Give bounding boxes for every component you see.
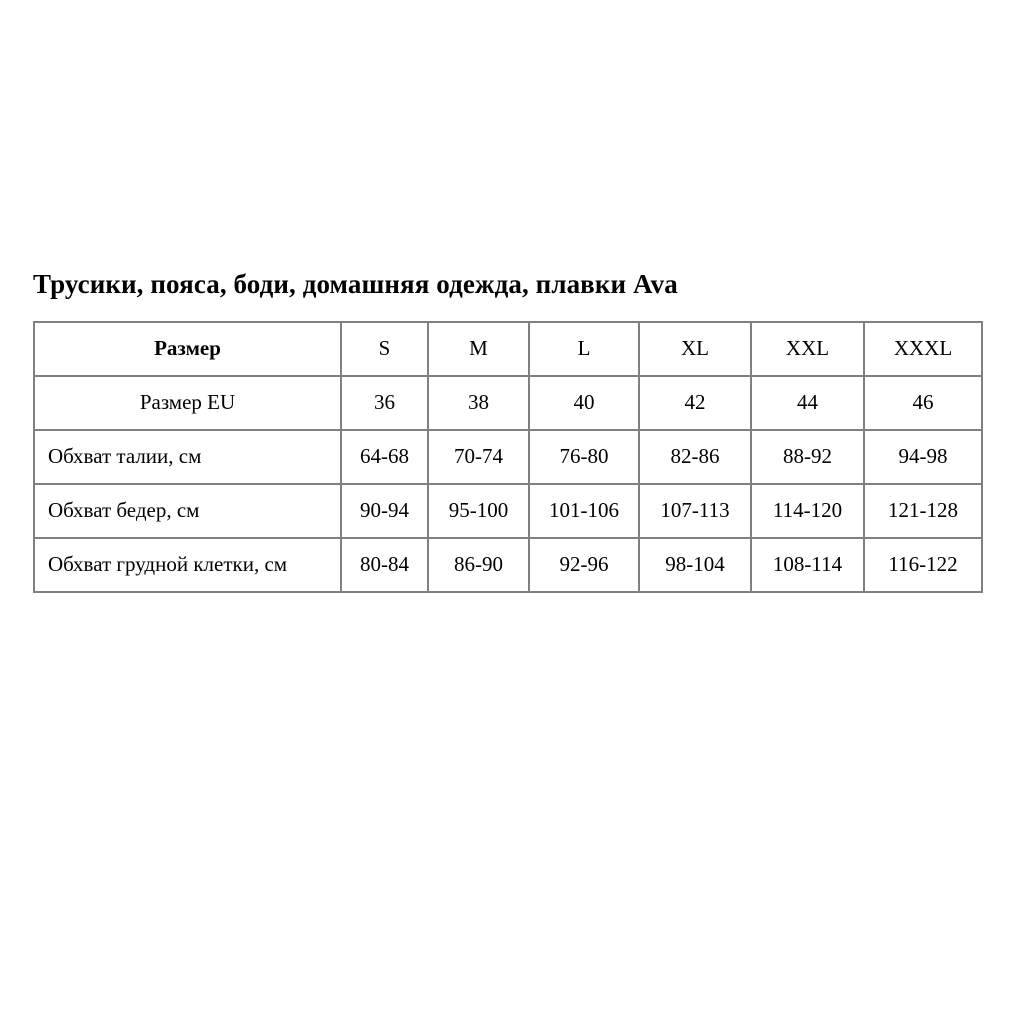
cell-chest-s: 80-84 xyxy=(340,536,429,593)
cell-waist-l: 76-80 xyxy=(528,428,640,485)
cell-waist-m: 70-74 xyxy=(427,428,530,485)
cell-eu-l: 40 xyxy=(528,374,640,431)
cell-chest-m: 86-90 xyxy=(427,536,530,593)
cell-eu-xxxl: 46 xyxy=(863,374,983,431)
row-label-size: Размер xyxy=(33,320,342,377)
table-row-hips: Обхват бедер, см 90-94 95-100 101-106 10… xyxy=(33,482,983,539)
row-label-chest: Обхват грудной клетки, см xyxy=(33,536,342,593)
cell-hips-m: 95-100 xyxy=(427,482,530,539)
cell-waist-xl: 82-86 xyxy=(638,428,752,485)
cell-chest-xxxl: 116-122 xyxy=(863,536,983,593)
page-title: Трусики, пояса, боди, домашняя одежда, п… xyxy=(33,269,678,299)
cell-waist-xxxl: 94-98 xyxy=(863,428,983,485)
cell-chest-xl: 98-104 xyxy=(638,536,752,593)
size-chart-table-body: Размер S M L XL XXL XXXL Размер EU 36 38… xyxy=(33,320,983,593)
cell-hips-l: 101-106 xyxy=(528,482,640,539)
cell-size-s: S xyxy=(340,320,429,377)
cell-eu-xl: 42 xyxy=(638,374,752,431)
cell-waist-s: 64-68 xyxy=(340,428,429,485)
cell-hips-xl: 107-113 xyxy=(638,482,752,539)
cell-size-xxl: XXL xyxy=(750,320,865,377)
cell-size-xxxl: XXXL xyxy=(863,320,983,377)
cell-size-l: L xyxy=(528,320,640,377)
cell-eu-m: 38 xyxy=(427,374,530,431)
table-row-waist: Обхват талии, см 64-68 70-74 76-80 82-86… xyxy=(33,428,983,485)
row-label-hips: Обхват бедер, см xyxy=(33,482,342,539)
cell-eu-xxl: 44 xyxy=(750,374,865,431)
cell-hips-s: 90-94 xyxy=(340,482,429,539)
cell-hips-xxxl: 121-128 xyxy=(863,482,983,539)
table-row-size: Размер S M L XL XXL XXXL xyxy=(33,320,983,377)
cell-size-xl: XL xyxy=(638,320,752,377)
table-row-size-eu: Размер EU 36 38 40 42 44 46 xyxy=(33,374,983,431)
size-chart-table: Размер S M L XL XXL XXXL Размер EU 36 38… xyxy=(33,320,983,593)
cell-chest-l: 92-96 xyxy=(528,536,640,593)
cell-chest-xxl: 108-114 xyxy=(750,536,865,593)
cell-hips-xxl: 114-120 xyxy=(750,482,865,539)
row-label-size-eu: Размер EU xyxy=(33,374,342,431)
cell-waist-xxl: 88-92 xyxy=(750,428,865,485)
cell-size-m: M xyxy=(427,320,530,377)
row-label-waist: Обхват талии, см xyxy=(33,428,342,485)
size-chart-content: Трусики, пояса, боди, домашняя одежда, п… xyxy=(33,268,983,593)
table-row-chest: Обхват грудной клетки, см 80-84 86-90 92… xyxy=(33,536,983,593)
cell-eu-s: 36 xyxy=(340,374,429,431)
